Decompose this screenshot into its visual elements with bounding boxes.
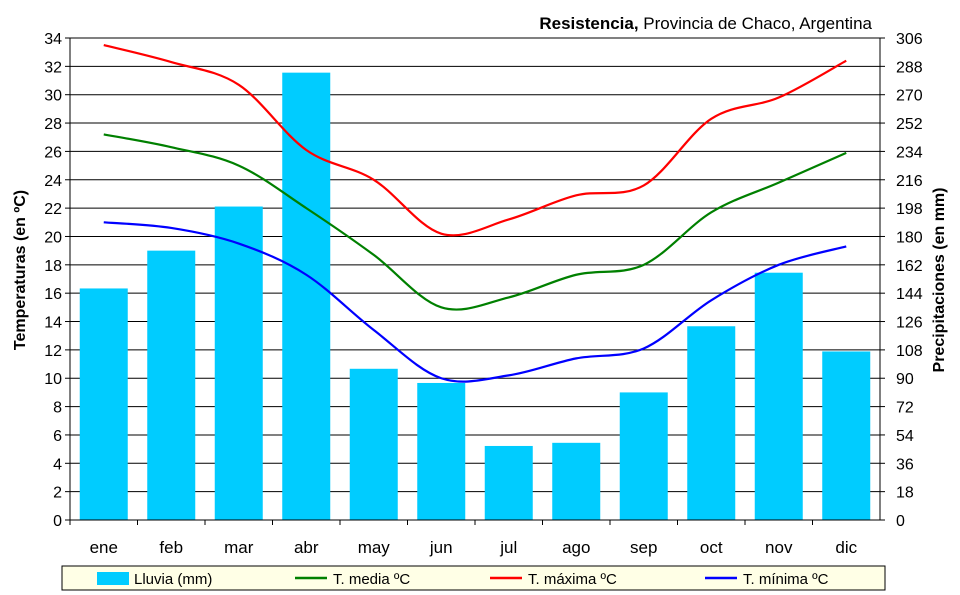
- x-tick-label: ago: [562, 538, 590, 557]
- y-tick-label-right: 18: [896, 485, 914, 502]
- y-tick-label-right: 0: [896, 513, 905, 530]
- x-tick-label: nov: [765, 538, 793, 557]
- y-tick-label-left: 8: [53, 400, 62, 417]
- x-tick-label: sep: [630, 538, 657, 557]
- bar-jun: [417, 382, 466, 520]
- x-tick-label: jun: [429, 538, 453, 557]
- bar-ene: [79, 288, 128, 520]
- series-line-0: [103, 133, 847, 311]
- y-tick-label-right: 306: [896, 31, 923, 48]
- bar-nov: [754, 272, 803, 520]
- y-tick-label-left: 30: [44, 88, 62, 105]
- y-tick-label-right: 144: [896, 286, 923, 303]
- y-tick-label-right: 252: [896, 116, 923, 133]
- legend-label: T. media ºC: [333, 571, 410, 588]
- y-tick-label-right: 270: [896, 88, 923, 105]
- y-tick-label-left: 2: [53, 485, 62, 502]
- y-tick-label-right: 54: [896, 428, 914, 445]
- y-tick-label-left: 28: [44, 116, 62, 133]
- y-tick-label-left: 10: [44, 371, 62, 388]
- ticks: 0246810121416182022242628303234018365472…: [44, 31, 923, 557]
- lines: [103, 44, 847, 383]
- y-tick-label-left: 4: [53, 456, 62, 473]
- x-tick-label: mar: [224, 538, 254, 557]
- y-tick-label-right: 108: [896, 343, 923, 360]
- legend-swatch-bars: [97, 572, 129, 585]
- bar-dic: [822, 351, 871, 520]
- y-tick-label-left: 18: [44, 258, 62, 275]
- y-tick-label-left: 14: [44, 315, 62, 332]
- x-tick-label: ene: [90, 538, 118, 557]
- y-tick-label-left: 26: [44, 144, 62, 161]
- bar-mar: [214, 206, 263, 520]
- y-tick-label-left: 12: [44, 343, 62, 360]
- y-tick-label-right: 36: [896, 456, 914, 473]
- chart-title: Resistencia, Provincia de Chaco, Argenti…: [539, 14, 872, 33]
- bar-abr: [282, 72, 331, 520]
- x-tick-label: jul: [499, 538, 517, 557]
- y-tick-label-left: 22: [44, 201, 62, 218]
- x-tick-label: dic: [835, 538, 857, 557]
- y-tick-label-left: 6: [53, 428, 62, 445]
- y-tick-label-right: 180: [896, 229, 923, 246]
- y-tick-label-right: 288: [896, 59, 923, 76]
- x-tick-label: may: [358, 538, 391, 557]
- bar-jul: [484, 445, 533, 520]
- y-axis-right-label: Precipitaciones (en mm): [931, 188, 948, 373]
- bars: [79, 72, 871, 520]
- legend: Lluvia (mm) T. media ºC T. máxima ºC T. mín…: [97, 571, 829, 588]
- y-tick-label-left: 20: [44, 229, 62, 246]
- y-tick-label-right: 162: [896, 258, 923, 275]
- x-tick-label: oct: [700, 538, 723, 557]
- series-line-1: [103, 44, 847, 237]
- y-tick-label-left: 34: [44, 31, 62, 48]
- legend-label: T. mínima ºC: [743, 571, 829, 588]
- y-tick-label-left: 24: [44, 173, 62, 190]
- bar-feb: [147, 250, 196, 520]
- y-tick-label-right: 72: [896, 400, 914, 417]
- bar-oct: [687, 326, 736, 520]
- y-tick-label-right: 216: [896, 173, 923, 190]
- y-axis-left-label: Temperaturas (en ºC): [12, 190, 29, 350]
- legend-label-bars: Lluvia (mm): [134, 571, 212, 588]
- y-tick-label-right: 90: [896, 371, 914, 388]
- legend-label: T. máxima ºC: [528, 571, 617, 588]
- y-tick-label-right: 198: [896, 201, 923, 218]
- x-tick-label: feb: [159, 538, 183, 557]
- y-tick-label-right: 234: [896, 144, 923, 161]
- y-tick-label-right: 126: [896, 315, 923, 332]
- legend-box: [61, 565, 886, 591]
- bar-ago: [552, 442, 601, 520]
- series-line-2: [103, 221, 847, 383]
- y-tick-label-left: 16: [44, 286, 62, 303]
- bar-may: [349, 368, 398, 520]
- y-tick-label-left: 0: [53, 513, 62, 530]
- y-tick-label-left: 32: [44, 59, 62, 76]
- bar-sep: [619, 392, 668, 520]
- x-tick-label: abr: [294, 538, 319, 557]
